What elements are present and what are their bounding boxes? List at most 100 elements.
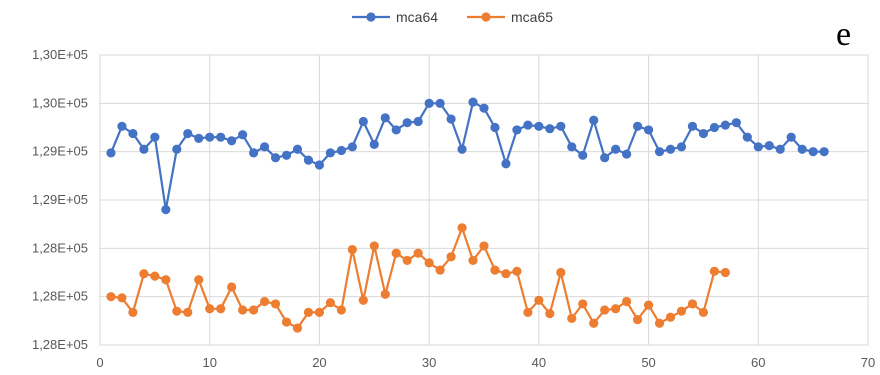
y-tick-label: 1,28E+05 bbox=[32, 240, 88, 255]
data-point bbox=[216, 132, 226, 142]
y-tick-label: 1,28E+05 bbox=[32, 289, 88, 304]
data-point bbox=[424, 98, 434, 108]
data-point bbox=[183, 128, 193, 139]
data-point bbox=[413, 248, 423, 258]
data-point bbox=[117, 121, 127, 131]
data-point bbox=[567, 313, 577, 324]
data-point bbox=[490, 122, 500, 133]
y-tick-label: 1,30E+05 bbox=[32, 95, 88, 110]
data-point bbox=[753, 142, 763, 152]
data-point bbox=[194, 275, 204, 285]
data-point bbox=[194, 133, 204, 143]
gridlines bbox=[99, 54, 869, 346]
data-point bbox=[413, 116, 423, 127]
data-point bbox=[665, 144, 676, 154]
data-point bbox=[402, 118, 412, 128]
data-point bbox=[435, 265, 445, 275]
data-point bbox=[369, 241, 379, 251]
data-point bbox=[303, 307, 314, 317]
data-point bbox=[775, 144, 785, 154]
data-point bbox=[786, 132, 796, 142]
data-point bbox=[501, 159, 511, 169]
x-tick-label: 50 bbox=[641, 355, 655, 370]
data-point bbox=[336, 305, 346, 315]
data-point bbox=[764, 141, 774, 151]
data-point bbox=[687, 121, 698, 131]
data-point bbox=[654, 318, 665, 328]
data-point bbox=[490, 265, 500, 275]
data-point bbox=[534, 295, 544, 305]
data-point bbox=[523, 307, 533, 317]
data-point bbox=[369, 139, 379, 150]
data-point bbox=[172, 144, 182, 154]
x-tick-label: 20 bbox=[312, 355, 326, 370]
data-point bbox=[325, 298, 335, 308]
data-point bbox=[512, 125, 522, 135]
data-point bbox=[687, 299, 698, 309]
data-point bbox=[161, 275, 171, 285]
data-point bbox=[720, 120, 730, 130]
data-point bbox=[281, 317, 292, 327]
x-tick-label: 60 bbox=[751, 355, 765, 370]
data-point bbox=[545, 308, 555, 319]
legend-label: mca65 bbox=[511, 9, 553, 25]
data-point bbox=[402, 255, 412, 266]
data-point bbox=[600, 153, 610, 163]
data-point bbox=[709, 122, 720, 133]
series-line bbox=[109, 100, 825, 211]
data-point bbox=[797, 144, 807, 154]
data-point bbox=[380, 289, 390, 299]
data-point bbox=[161, 205, 171, 215]
data-point bbox=[676, 306, 687, 316]
axes: 0 10 20 30 40 50 60 70 1,28E+05 1,28E+05 1,28E+05 1… bbox=[32, 47, 875, 370]
data-point bbox=[391, 125, 401, 135]
data-point bbox=[501, 269, 511, 279]
data-point bbox=[106, 292, 116, 302]
data-point bbox=[139, 269, 149, 279]
data-point bbox=[698, 307, 709, 317]
data-point bbox=[556, 121, 566, 131]
data-point bbox=[654, 147, 665, 157]
data-point bbox=[270, 299, 281, 309]
data-point bbox=[589, 115, 599, 125]
data-point bbox=[347, 142, 357, 152]
data-point bbox=[314, 160, 325, 170]
data-point bbox=[622, 149, 632, 159]
data-point bbox=[567, 142, 577, 152]
data-point bbox=[270, 153, 281, 163]
data-point bbox=[292, 144, 303, 154]
data-point bbox=[292, 323, 303, 333]
data-point bbox=[600, 305, 610, 315]
data-point bbox=[468, 97, 478, 107]
data-point bbox=[446, 252, 456, 262]
data-point bbox=[479, 103, 489, 113]
data-point bbox=[512, 266, 522, 276]
data-point bbox=[358, 295, 368, 305]
data-point bbox=[578, 150, 588, 160]
data-point bbox=[665, 312, 676, 322]
data-point bbox=[611, 304, 621, 314]
data-point bbox=[676, 142, 687, 152]
legend: mca64 mca65 bbox=[352, 9, 553, 25]
data-point bbox=[106, 148, 116, 158]
data-point bbox=[698, 128, 709, 139]
data-point bbox=[249, 305, 259, 315]
data-point bbox=[259, 296, 270, 307]
data-point bbox=[435, 98, 445, 108]
x-tick-label: 10 bbox=[202, 355, 216, 370]
series-mca64 bbox=[106, 97, 829, 215]
data-point bbox=[227, 282, 237, 292]
data-point bbox=[150, 132, 160, 142]
x-tick-label: 40 bbox=[532, 355, 546, 370]
data-point bbox=[380, 113, 390, 123]
data-point bbox=[709, 266, 720, 276]
data-point bbox=[808, 147, 818, 157]
data-point bbox=[128, 128, 138, 139]
data-point bbox=[314, 307, 325, 317]
data-point bbox=[139, 144, 149, 154]
data-point bbox=[117, 293, 127, 303]
x-tick-label: 70 bbox=[861, 355, 875, 370]
data-point bbox=[347, 244, 357, 255]
data-point bbox=[589, 318, 599, 328]
